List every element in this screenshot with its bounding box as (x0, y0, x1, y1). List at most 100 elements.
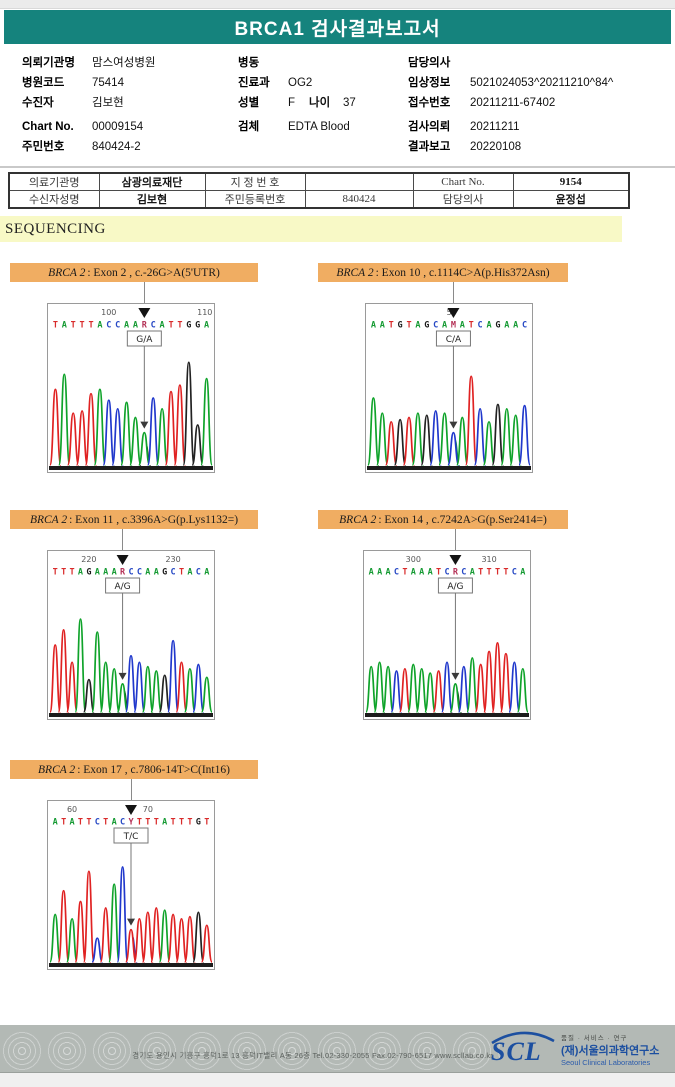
info-row: 진료과 OG2 (238, 73, 403, 93)
scl-logo-caption: 품질 · 서비스 · 연구 (재)서울의과학연구소 Seoul Clinical… (561, 1032, 669, 1067)
svg-text:A: A (470, 568, 475, 578)
summary-table: 의료기관명 삼광의료재단 지 정 번 호 Chart No. 9154 수신자성명 김보현 주… (8, 172, 630, 209)
svg-text:A: A (162, 818, 167, 828)
svg-text:A/G: A/G (447, 582, 463, 592)
svg-text:G: G (495, 321, 500, 331)
info-label: 검체 (238, 121, 260, 133)
chromatogram-panel: BRCA 2: Exon 11 , c.3396A>G(p.Lys1132=) 2… (10, 510, 258, 720)
mutation-pointer-line (452, 282, 454, 303)
panel-gene-name: BRCA 2 (48, 266, 86, 279)
svg-text:T: T (436, 568, 441, 578)
svg-text:C: C (128, 568, 133, 578)
scl-logo-text: SCL (491, 1037, 542, 1066)
svg-text:C: C (444, 568, 449, 578)
svg-text:A: A (380, 321, 385, 331)
panel-gene-name: BRCA 2 (38, 763, 76, 776)
info-row: 의뢰기관명 맘스여성병원 (22, 53, 232, 73)
panel-title-bar: BRCA 2: Exon 11 , c.3396A>G(p.Lys1132=) (10, 510, 258, 529)
scl-logo-mark: SCL (489, 1031, 557, 1067)
info-label: 담당의사 (408, 57, 451, 69)
svg-text:110: 110 (197, 308, 212, 317)
scl-tagline: 품질 · 서비스 · 연구 (561, 1034, 628, 1042)
svg-text:T: T (469, 321, 474, 331)
info-label: 주민번호 (22, 141, 65, 153)
info-label: 수진자 (22, 97, 54, 109)
info-value: EDTA Blood (288, 121, 350, 133)
svg-text:A: A (95, 568, 100, 578)
chromatogram-panel: BRCA 2: Exon 17 , c.7806-14T>C(Int16) 60 7… (10, 760, 258, 970)
svg-text:T: T (402, 568, 407, 578)
svg-text:T: T (168, 321, 173, 331)
svg-text:G: G (398, 321, 403, 331)
mutation-arrow-large (125, 805, 137, 815)
svg-text:Y: Y (128, 818, 134, 828)
svg-text:70: 70 (143, 805, 153, 814)
info-label: 검사의뢰 (408, 121, 451, 133)
svg-text:A: A (371, 321, 376, 331)
info-value: 75414 (92, 77, 124, 89)
svg-text:C: C (512, 568, 517, 578)
panel-variant-detail: : Exon 2 , c.-26G>A(5'UTR) (87, 266, 220, 279)
mutation-pointer-line (130, 779, 132, 800)
scl-logo: SCL 품질 · 서비스 · 연구 (재)서울의과학연구소 Seoul Clin… (489, 1031, 669, 1067)
table-cell: 삼광의료재단 (98, 172, 206, 191)
svg-text:A: A (504, 321, 509, 331)
info-label: 의뢰기관명 (22, 57, 75, 69)
svg-text:A: A (160, 321, 165, 331)
chromatogram-panel: BRCA 2: Exon 14 , c.7242A>G(p.Ser2414=) 3… (318, 510, 568, 720)
mutation-arrow-small (451, 672, 460, 680)
table-cell: 김보현 (98, 190, 206, 209)
svg-text:300: 300 (406, 555, 421, 564)
svg-text:A: A (377, 568, 382, 578)
title-bar: BRCA1 검사결과보고서 (4, 10, 671, 44)
info-row: 담당의사 (408, 53, 668, 73)
svg-text:60: 60 (67, 805, 77, 814)
info-value: 20211211-67402 (470, 97, 556, 109)
svg-text:A: A (103, 568, 108, 578)
svg-text:T/C: T/C (123, 832, 139, 842)
svg-text:A/G: A/G (114, 582, 130, 592)
svg-text:G: G (186, 321, 191, 331)
svg-text:G: G (196, 818, 201, 828)
svg-text:A: A (204, 568, 209, 578)
svg-text:T: T (80, 321, 85, 331)
position-ticks: 300 310 (406, 555, 497, 564)
svg-text:A: A (145, 568, 150, 578)
svg-text:C: C (461, 568, 466, 578)
mutation-arrow-large (449, 555, 462, 565)
panel-variant-detail: : Exon 10 , c.1114C>A(p.His372Asn) (375, 266, 550, 279)
mutation-arrow-small (118, 672, 127, 680)
svg-text:A: A (53, 818, 58, 828)
panel-title-bar: BRCA 2: Exon 2 , c.-26G>A(5'UTR) (10, 263, 258, 282)
table-cell: 담당의사 (412, 190, 514, 209)
svg-text:G: G (162, 568, 167, 578)
svg-text:C: C (120, 818, 125, 828)
svg-text:230: 230 (165, 555, 180, 564)
patient-info-left: 의뢰기관명 맘스여성병원 병원코드 75414 수진자 김보현 Chart No. 00009… (22, 53, 232, 157)
svg-text:A: A (204, 321, 209, 331)
trace-peaks (49, 618, 213, 713)
info-label: 진료과 (238, 77, 270, 89)
info-value: 5021024053^20211210^84^ (470, 77, 614, 89)
svg-text:R: R (142, 321, 148, 331)
panel-gene-name: BRCA 2 (339, 513, 377, 526)
svg-text:C/A: C/A (446, 335, 462, 345)
panel-gene-name: BRCA 2 (29, 513, 68, 526)
info-value: 00009154 (92, 121, 144, 133)
svg-text:T: T (177, 321, 182, 331)
svg-text:C: C (106, 321, 111, 331)
chromatogram: 60 70A T A T T C T A C Y T T T A T T T G TT/C (47, 800, 215, 970)
genotype-label: G/A (126, 330, 162, 347)
info-value: 20220108 (470, 141, 522, 153)
top-strip (0, 0, 675, 9)
info-label: 나이 (309, 97, 331, 109)
table-row: 의료기관명 삼광의료재단 지 정 번 호 Chart No. 9154 (8, 172, 630, 191)
svg-text:G: G (195, 321, 200, 331)
table-cell: 수신자성명 (8, 190, 100, 209)
svg-text:R: R (453, 568, 459, 578)
